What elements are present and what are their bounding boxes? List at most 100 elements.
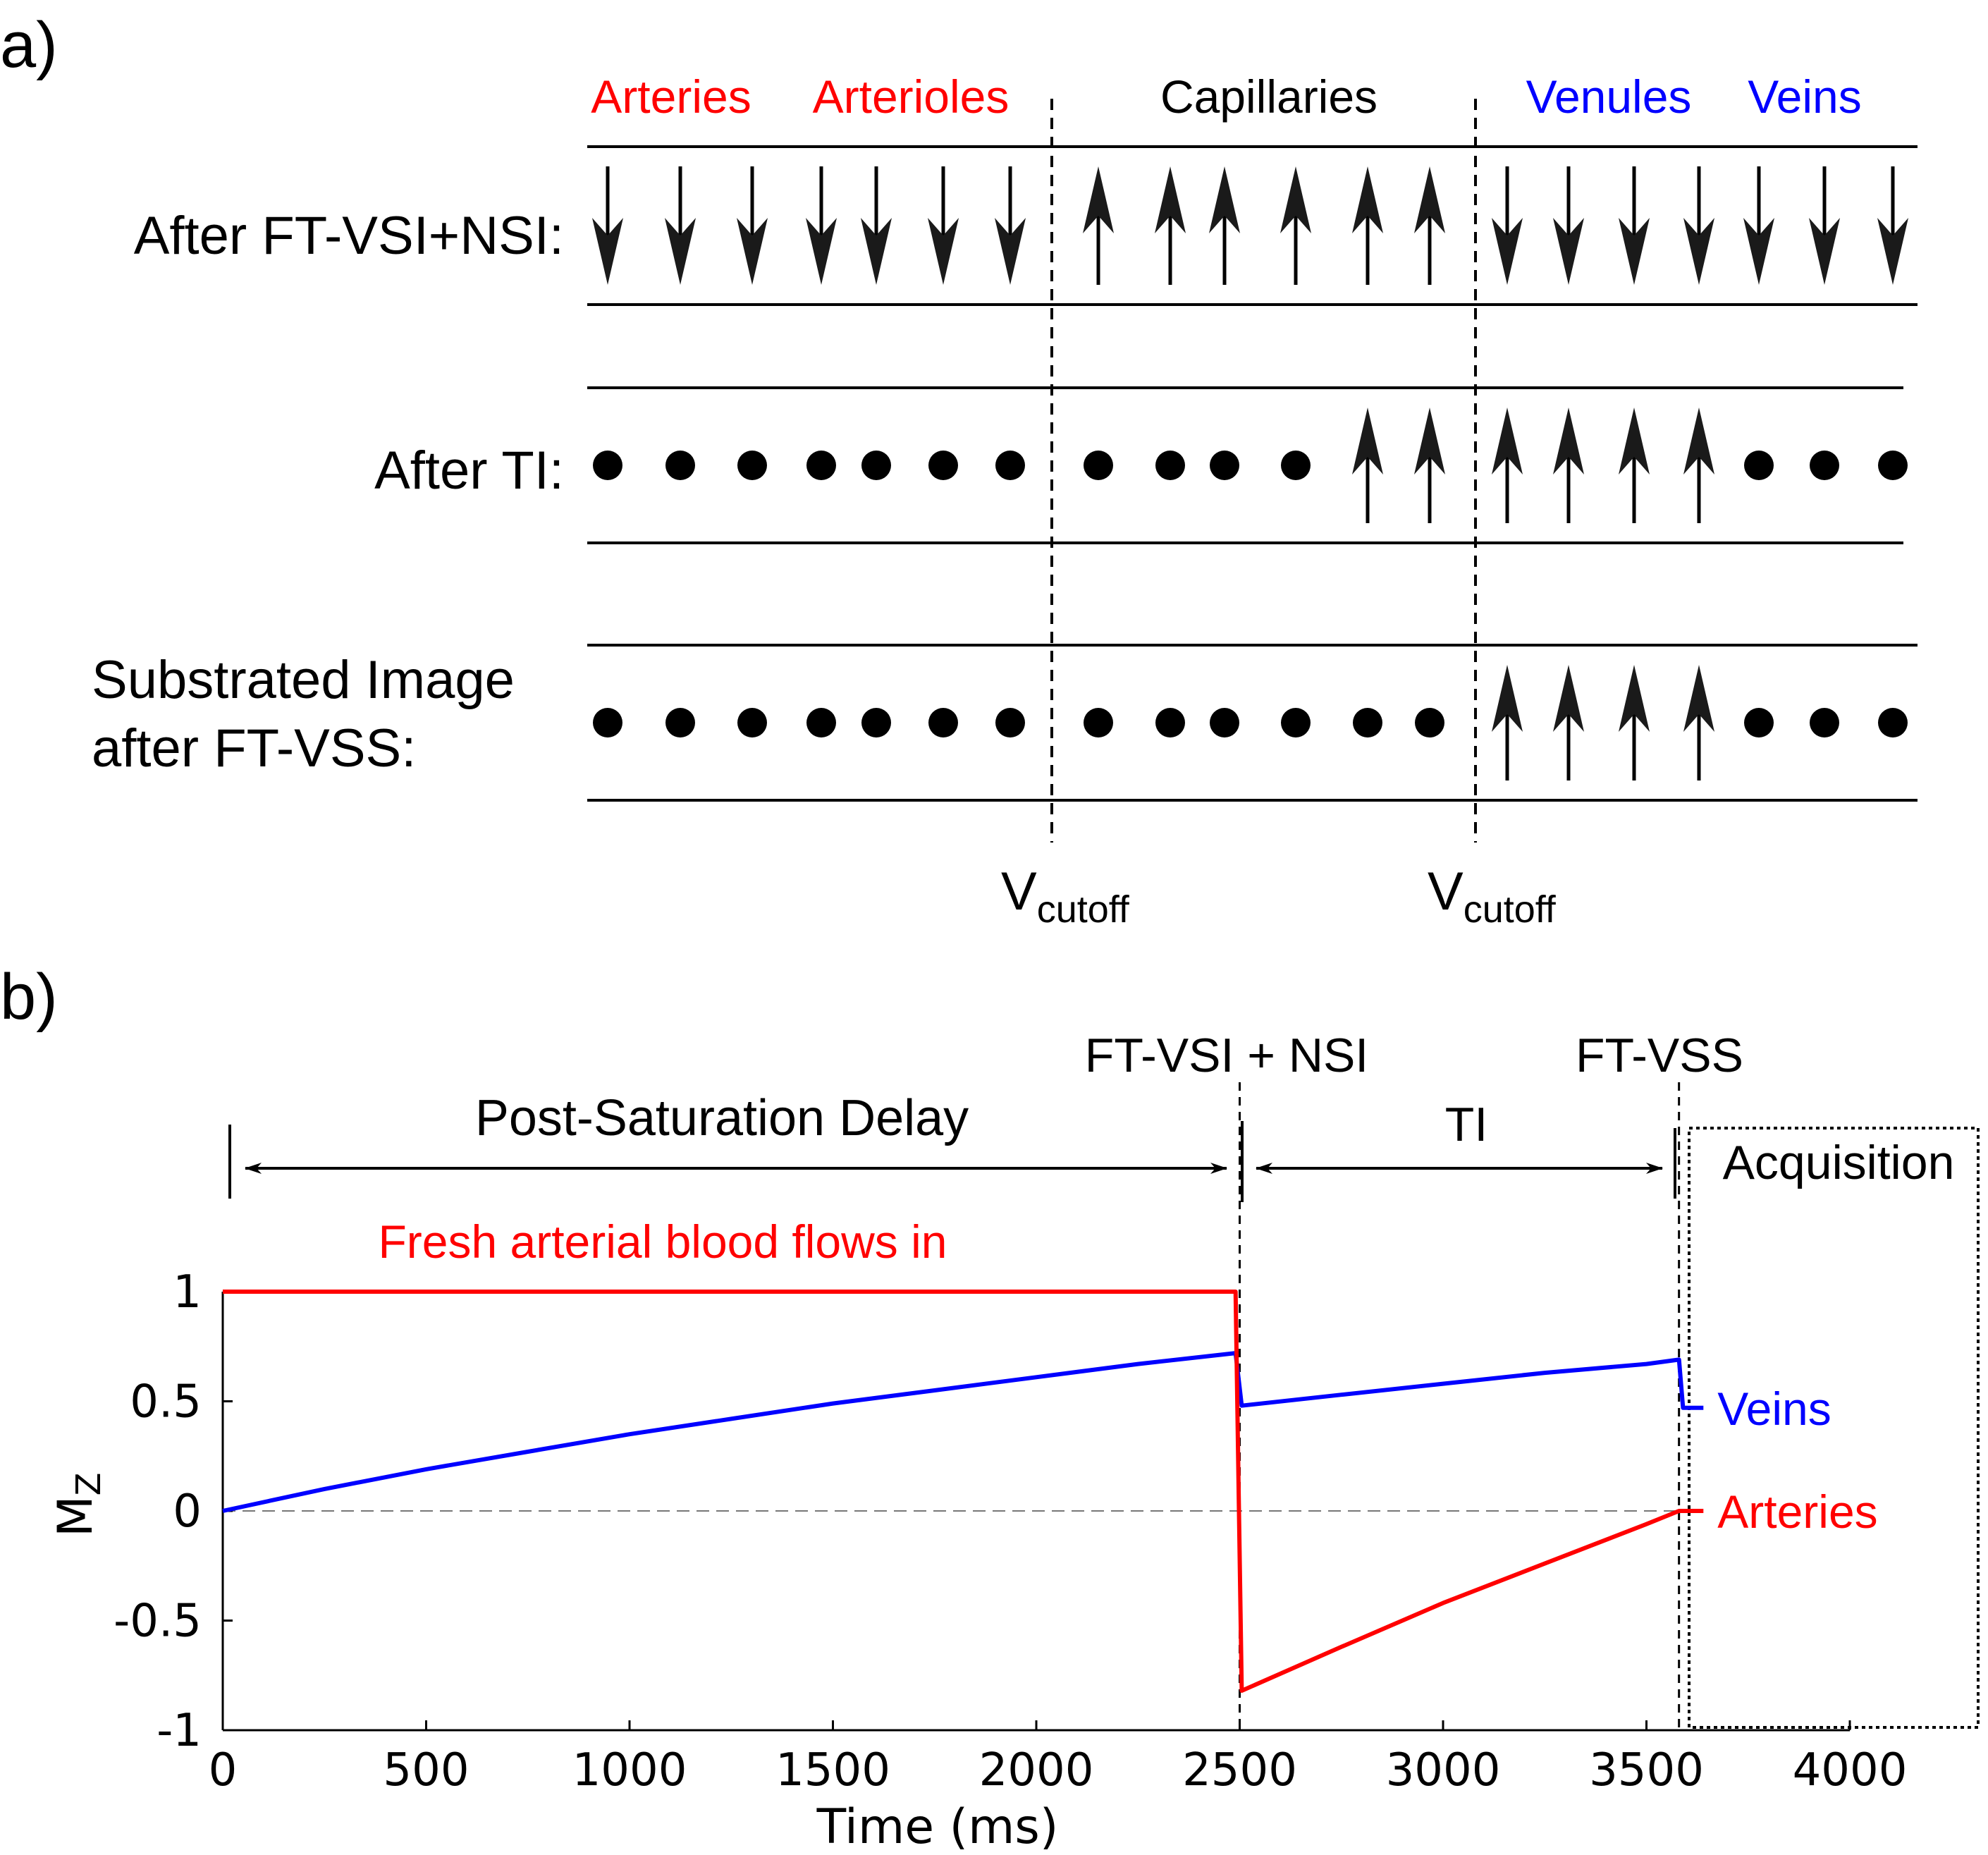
arrow-down-icon <box>861 166 892 285</box>
row-label: Substrated Image after FT-VSS: <box>92 650 515 778</box>
x-tick-label: 0 <box>209 1744 238 1796</box>
spin-dot <box>1744 708 1774 737</box>
row-label: After TI: <box>374 441 564 501</box>
category-label-capillaries: Capillaries <box>1160 71 1378 123</box>
spin-dot <box>1155 708 1185 737</box>
arrow-up-icon <box>1683 665 1714 780</box>
series-line-veins <box>222 1351 1704 1513</box>
spin-dot <box>995 451 1025 480</box>
x-tick-label: 1500 <box>775 1744 890 1796</box>
arrow-up-icon <box>1155 166 1186 285</box>
row-3: Substrated Image after FT-VSS: <box>92 644 1918 802</box>
spin-dot <box>806 708 836 737</box>
series-label-veins: Veins <box>1717 1383 1831 1435</box>
arrow-up-icon <box>1553 665 1584 780</box>
category-label-veins: Veins <box>1748 71 1861 123</box>
event-vss-label: FT-VSS <box>1576 1029 1743 1082</box>
acquisition-window <box>1688 1127 1980 1729</box>
spin-dot <box>593 708 622 737</box>
arrow-up-icon <box>1553 408 1584 523</box>
y-tick-label: -1 <box>157 1705 202 1757</box>
spin-dot <box>928 708 958 737</box>
x-tick-label: 2500 <box>1182 1744 1297 1796</box>
psd-label: Post-Saturation Delay <box>475 1090 969 1146</box>
spin-dot <box>1084 451 1113 480</box>
arrow-down-icon <box>1743 166 1774 285</box>
mz-chart: 0 500 1000 1500 2000 2500 3000 3500 4000 1 0.5 0 -0.… <box>48 1082 1907 1855</box>
event-vsi-label: FT-VSI + NSI <box>1085 1029 1368 1082</box>
data-series: Veins Arteries <box>222 1290 1878 1693</box>
spin-dot <box>1281 708 1311 737</box>
arrow-down-icon <box>737 166 768 285</box>
ti-label: TI <box>1445 1098 1487 1151</box>
spin-dot <box>1155 451 1185 480</box>
magnetization-rows: After FT-VSI+NSI: After TI: Substrated Ima… <box>92 145 1918 802</box>
arrow-down-icon <box>1619 166 1650 285</box>
y-axis-label: MZ <box>48 1472 109 1537</box>
spin-dot <box>665 451 695 480</box>
arrow-up-icon <box>1414 408 1445 523</box>
fresh-blood-annotation: Fresh arterial blood flows in <box>378 1216 947 1268</box>
x-tick-label: 500 <box>383 1744 469 1796</box>
panel-b-label: b) <box>0 961 58 1033</box>
y-tick-label: 0 <box>173 1486 202 1538</box>
spin-dot <box>1210 708 1239 737</box>
spin-dot <box>1810 451 1839 480</box>
arrow-up-icon <box>1683 408 1714 523</box>
spin-dot <box>1281 451 1311 480</box>
y-tick-label: 1 <box>173 1266 202 1318</box>
cutoff-label-left: Vcutoff <box>1001 862 1130 931</box>
arrow-down-icon <box>1809 166 1840 285</box>
arrow-down-icon <box>665 166 696 285</box>
arrow-up-icon <box>1352 166 1383 285</box>
acquisition-label: Acquisition <box>1723 1136 1955 1189</box>
spin-dot <box>1415 708 1444 737</box>
arrow-down-icon <box>592 166 623 285</box>
arrow-up-icon <box>1352 408 1383 523</box>
arrow-up-icon <box>1209 166 1240 285</box>
spin-dot <box>737 708 767 737</box>
series-label-arteries: Arteries <box>1717 1486 1877 1538</box>
spin-dot <box>861 451 891 480</box>
row-1: After FT-VSI+NSI: <box>134 145 1918 306</box>
arrow-down-icon <box>928 166 959 285</box>
x-tick-label: 4000 <box>1793 1744 1908 1796</box>
cutoff-label-right: Vcutoff <box>1428 862 1557 931</box>
arrow-down-icon <box>806 166 837 285</box>
row-label: After FT-VSI+NSI: <box>134 206 564 266</box>
arrow-down-icon <box>1553 166 1584 285</box>
panel-a-label: a) <box>0 9 58 81</box>
vessel-category-labels: Arteries Arterioles Capillaries Venules Vein… <box>591 71 1861 123</box>
series-line-arteries <box>223 1290 1704 1693</box>
y-tick-label: -0.5 <box>113 1596 202 1648</box>
category-label-arteries: Arteries <box>591 71 751 123</box>
y-tick-label: 0.5 <box>130 1376 202 1428</box>
panel-b: b) FT-VSI + NSI FT-VSS Post-Saturation D… <box>0 961 1980 1855</box>
x-tick-label: 3500 <box>1589 1744 1704 1796</box>
spin-dot <box>1810 708 1839 737</box>
category-label-venules: Venules <box>1526 71 1692 123</box>
spin-dot <box>593 451 622 480</box>
spin-dot <box>1744 451 1774 480</box>
row-2: After TI: <box>374 386 1908 544</box>
spin-dot <box>737 451 767 480</box>
spin-dot <box>1084 708 1113 737</box>
x-tick-label: 2000 <box>979 1744 1094 1796</box>
x-tick-label: 3000 <box>1386 1744 1501 1796</box>
spin-dot <box>1878 451 1908 480</box>
x-axis-label: Time (ms) <box>816 1799 1059 1855</box>
axis-ticks: 0 500 1000 1500 2000 2500 3000 3500 4000 1 0.5 0 -0.… <box>113 1266 1907 1796</box>
arrow-up-icon <box>1619 665 1650 780</box>
arrow-up-icon <box>1492 408 1523 523</box>
spin-dot <box>806 451 836 480</box>
spin-dot <box>665 708 695 737</box>
arrow-up-icon <box>1414 166 1445 285</box>
arrow-up-icon <box>1619 408 1650 523</box>
spin-dot <box>928 451 958 480</box>
panel-a: a) Arteries Arterioles Capillaries Venules V… <box>0 9 1918 931</box>
arrow-down-icon <box>995 166 1026 285</box>
spin-dot <box>1210 451 1239 480</box>
arrow-down-icon <box>1683 166 1714 285</box>
spin-dot <box>995 708 1025 737</box>
